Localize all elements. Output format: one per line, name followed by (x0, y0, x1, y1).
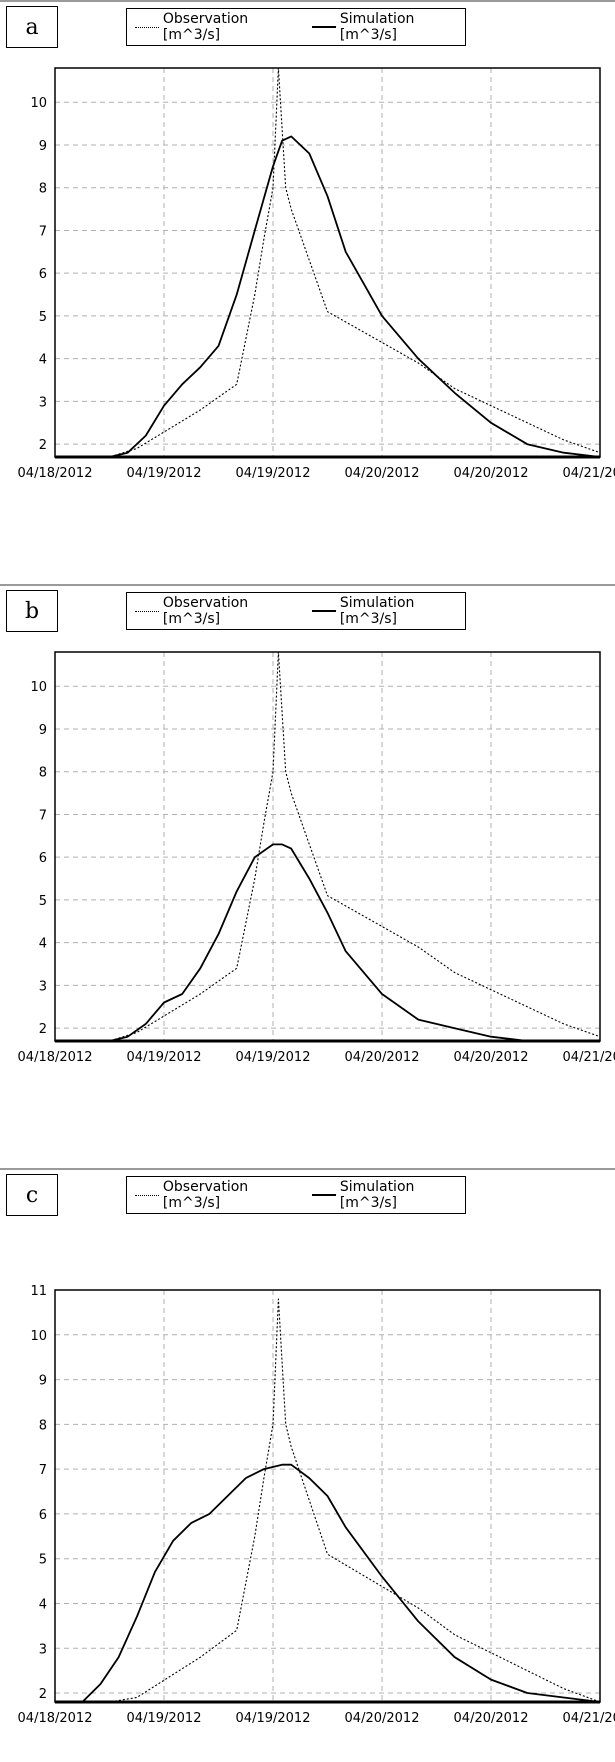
x-tick-label: 04/19/2012 (236, 466, 311, 481)
x-tick-label: 04/20/2012 (345, 1711, 420, 1726)
chart-svg-b: 04/18/2012 04/19/2012 04/19/2012 04/20/2012… (18, 651, 615, 1065)
dotted-line-swatch (135, 610, 159, 612)
legend: Observation [m^3/s] Simulation [m^3/s] (126, 1176, 466, 1214)
x-tick-label: 04/19/2012 (236, 1050, 311, 1065)
legend-observation: Observation [m^3/s] (135, 1179, 298, 1211)
legend-simulation: Simulation [m^3/s] (311, 1179, 465, 1211)
y-tick-label: 4 (39, 353, 47, 368)
chart-svg-c: 04/18/2012 04/19/2012 04/19/2012 04/20/2012… (18, 1284, 615, 1726)
solid-line-swatch (311, 1194, 336, 1196)
y-tick-label: 9 (39, 1374, 47, 1389)
y-tick-label: 8 (39, 1418, 47, 1433)
y-tick-label: 8 (39, 766, 47, 781)
chart-panel-a: 04/18/2012 04/19/2012 04/19/2012 04/20/2012… (0, 0, 615, 526)
y-tick-label: 10 (30, 1329, 47, 1344)
y-tick-label: 10 (30, 96, 47, 111)
y-tick-label: 7 (39, 224, 47, 239)
legend-simulation-label: Simulation [m^3/s] (339, 11, 415, 43)
x-tick-label: 04/20/2012 (454, 466, 529, 481)
x-tick-label: 04/20/2012 (345, 1050, 420, 1065)
x-tick-label: 04/19/2012 (127, 1050, 202, 1065)
y-tick-label: 2 (39, 1022, 47, 1037)
x-tick-label: 04/18/2012 (18, 466, 93, 481)
y-tick-label: 3 (39, 979, 47, 994)
x-tick-label: 04/19/2012 (236, 1711, 311, 1726)
solid-line-swatch (311, 610, 336, 612)
legend-simulation-label: Simulation [m^3/s] (339, 595, 415, 627)
y-tick-label: 9 (39, 723, 47, 738)
dotted-line-swatch (135, 1194, 159, 1196)
legend-observation-label: Observation [m^3/s] (162, 595, 249, 627)
observation-series-line (55, 651, 601, 1042)
y-tick-label: 4 (39, 937, 47, 952)
chart-panel-b: 04/18/2012 04/19/2012 04/19/2012 04/20/2012… (0, 584, 615, 1110)
x-tick-label: 04/20/2012 (454, 1711, 529, 1726)
legend: Observation [m^3/s] Simulation [m^3/s] (126, 592, 466, 630)
dotted-line-swatch (135, 26, 159, 28)
y-tick-label: 2 (39, 1687, 47, 1702)
chart-svg-a: 04/18/2012 04/19/2012 04/19/2012 04/20/2012… (18, 67, 615, 481)
y-tick-label: 5 (39, 1553, 47, 1568)
y-tick-label: 7 (39, 808, 47, 823)
y-tick-label: 6 (39, 267, 47, 282)
x-tick-label: 04/18/2012 (18, 1711, 93, 1726)
simulation-series-line (55, 135, 601, 458)
y-tick-label: 9 (39, 139, 47, 154)
y-tick-label: 6 (39, 1508, 47, 1523)
solid-line-swatch (311, 26, 336, 28)
legend-observation-label: Observation [m^3/s] (162, 1179, 249, 1211)
y-tick-label: 5 (39, 310, 47, 325)
y-tick-label: 8 (39, 182, 47, 197)
legend-simulation: Simulation [m^3/s] (311, 11, 465, 43)
x-tick-label: 04/18/2012 (18, 1050, 93, 1065)
x-tick-label: 04/21/2012 (563, 1050, 615, 1065)
y-tick-label: 5 (39, 894, 47, 909)
panel-label: a (6, 6, 58, 48)
panel-label: b (6, 590, 58, 632)
y-tick-label: 10 (30, 680, 47, 695)
x-tick-label: 04/21/2012 (563, 1711, 615, 1726)
y-tick-label: 11 (30, 1284, 47, 1299)
y-tick-label: 2 (39, 438, 47, 453)
x-tick-label: 04/19/2012 (127, 1711, 202, 1726)
observation-series-line (55, 67, 601, 458)
legend-observation: Observation [m^3/s] (135, 11, 298, 43)
legend-simulation-label: Simulation [m^3/s] (339, 1179, 415, 1211)
observation-series-line (55, 1298, 601, 1703)
simulation-series-line (55, 843, 600, 1042)
legend-simulation: Simulation [m^3/s] (311, 595, 465, 627)
x-tick-label: 04/21/2012 (563, 466, 615, 481)
x-tick-label: 04/20/2012 (454, 1050, 529, 1065)
y-tick-label: 4 (39, 1597, 47, 1612)
x-tick-label: 04/19/2012 (127, 466, 202, 481)
panel-label: c (6, 1174, 58, 1216)
simulation-series-line (55, 1463, 601, 1703)
legend-observation: Observation [m^3/s] (135, 595, 298, 627)
y-tick-label: 7 (39, 1463, 47, 1478)
legend-observation-label: Observation [m^3/s] (162, 11, 249, 43)
y-tick-label: 3 (39, 395, 47, 410)
legend: Observation [m^3/s] Simulation [m^3/s] (126, 8, 466, 46)
chart-panel-c: 04/18/2012 04/19/2012 04/19/2012 04/20/2012… (0, 1168, 615, 1762)
y-tick-label: 3 (39, 1642, 47, 1657)
plot-frame (54, 67, 601, 458)
plot-frame (54, 651, 601, 1042)
x-tick-label: 04/20/2012 (345, 466, 420, 481)
y-tick-label: 6 (39, 851, 47, 866)
